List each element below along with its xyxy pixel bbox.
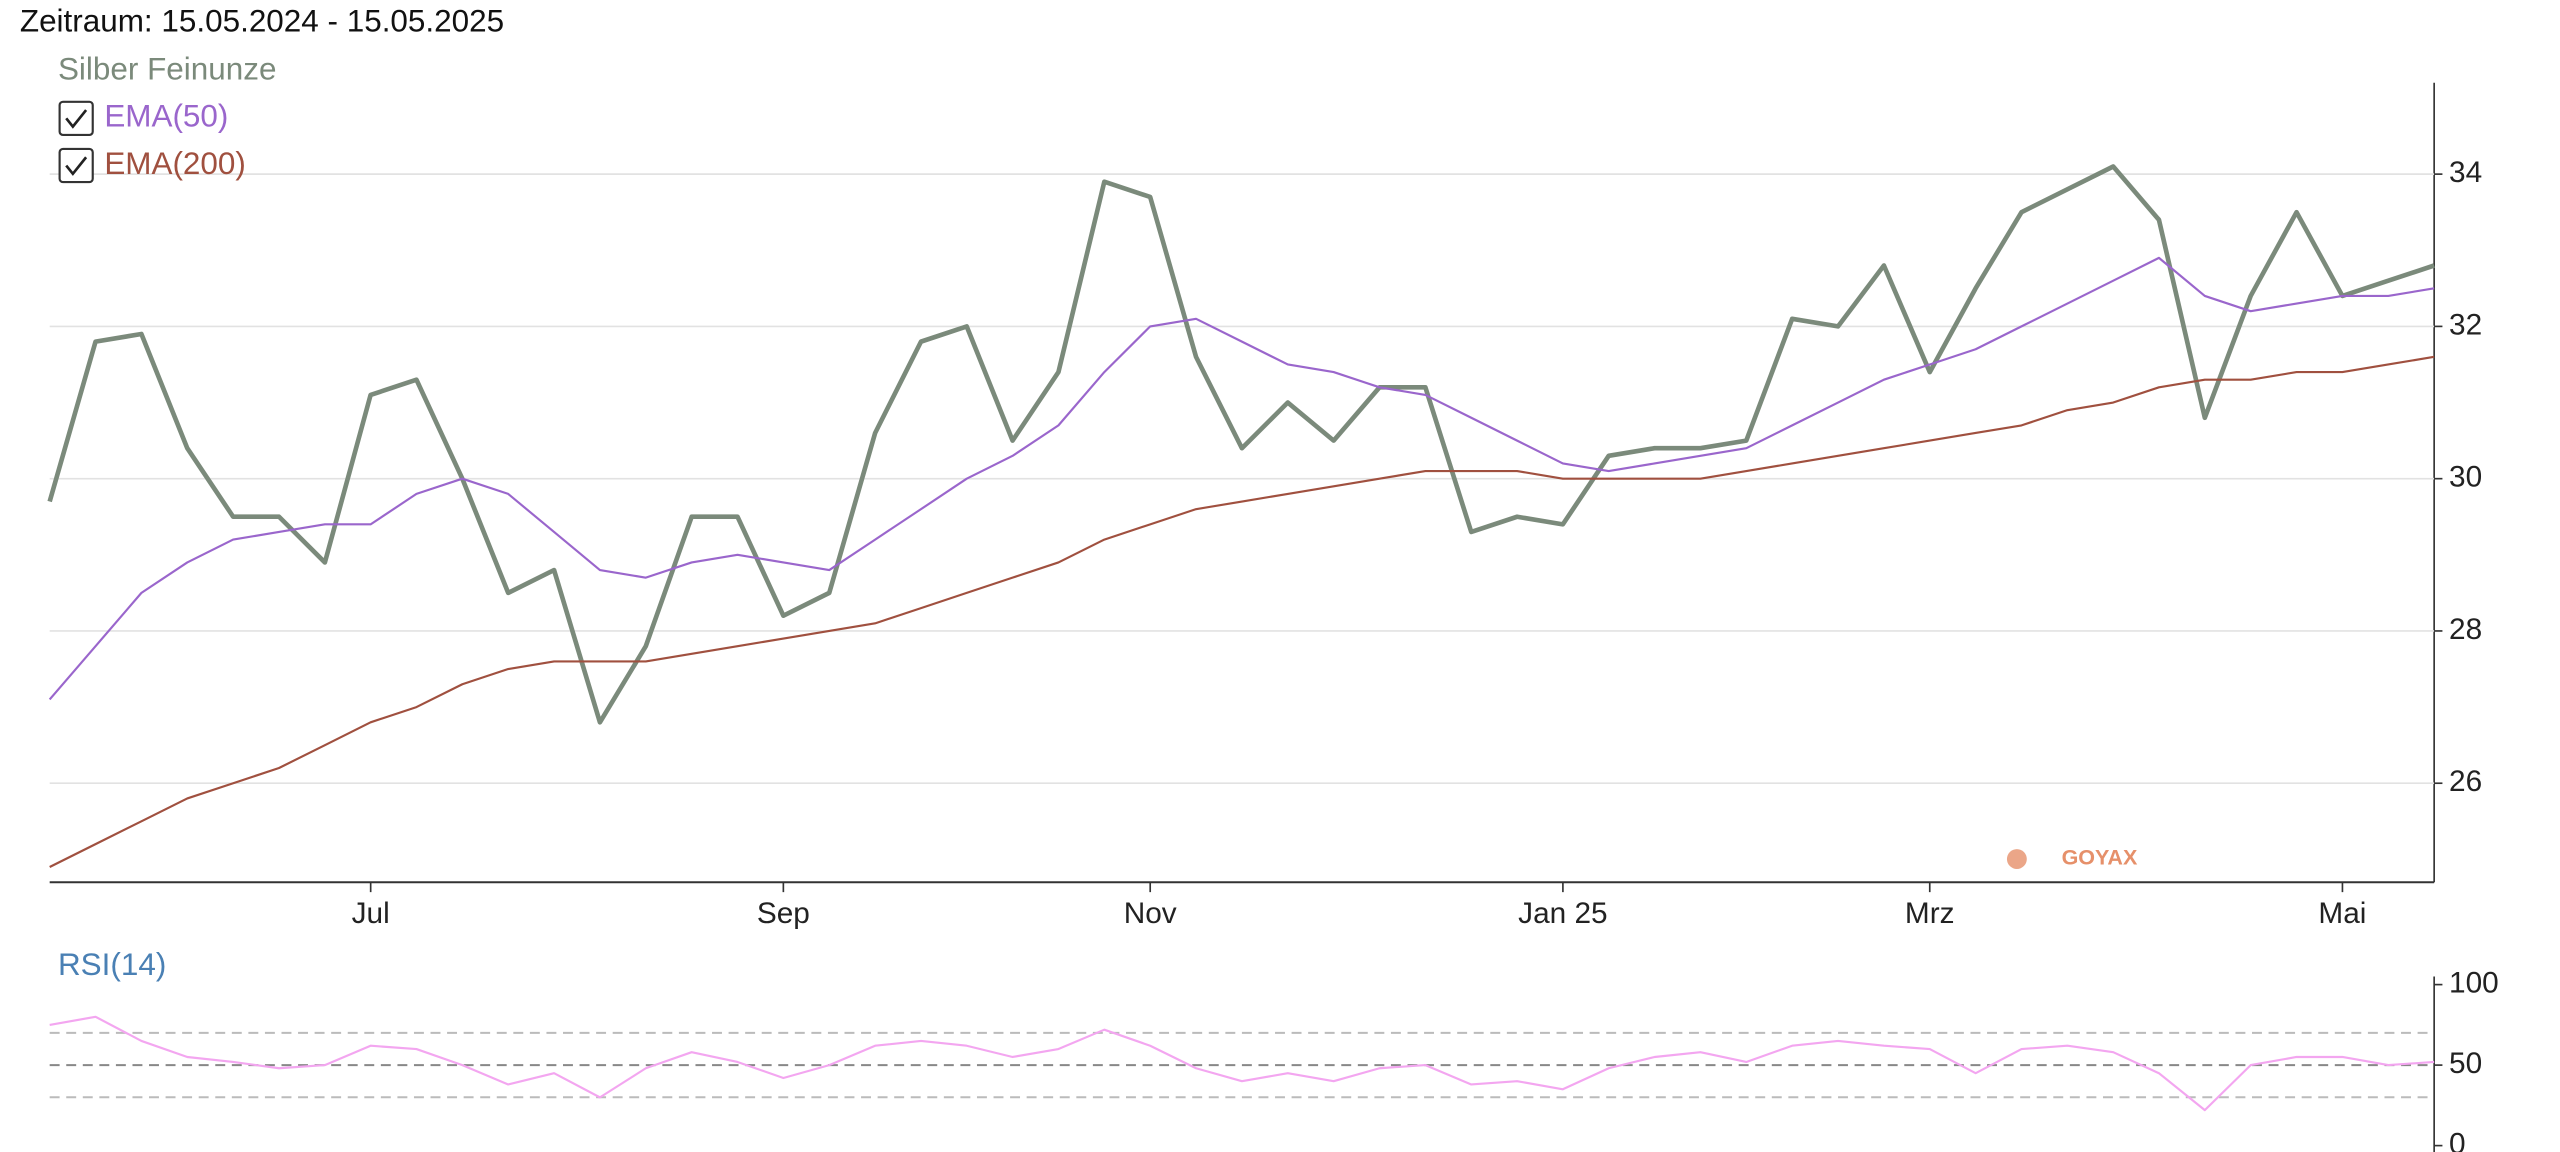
y-tick-label: 50	[2449, 1047, 2482, 1080]
x-tick-label: Sep	[757, 897, 810, 930]
legend-checkbox[interactable]	[58, 100, 94, 136]
y-tick-label: 100	[2449, 966, 2499, 999]
legend-checkbox[interactable]	[58, 147, 94, 184]
checkmark	[65, 109, 88, 129]
x-tick-label: Nov	[1124, 897, 1177, 930]
y-tick-label: 28	[2449, 613, 2482, 646]
x-tick-label: Jan 25	[1518, 897, 1607, 930]
checkbox	[58, 147, 94, 184]
x-tick-label: Mrz	[1905, 897, 1955, 930]
legend-label: EMA(200)	[104, 146, 246, 181]
x-tick-label: Jul	[352, 897, 390, 930]
checkbox	[58, 100, 94, 136]
series-line	[47, 164, 2435, 725]
watermark-icon	[2006, 849, 2027, 869]
x-tick-label: Mai	[2318, 897, 2366, 930]
y-tick-label: 30	[2449, 461, 2482, 494]
y-tick-label: 26	[2449, 765, 2482, 798]
chart-title: Zeitraum: 15.05.2024 - 15.05.2025	[20, 3, 504, 38]
series-line	[49, 1015, 2435, 1112]
watermark: GOYAX	[2062, 846, 2138, 870]
series-line	[48, 256, 2435, 701]
panel-label: RSI(14)	[58, 947, 166, 982]
legend-label: EMA(50)	[104, 99, 228, 134]
y-tick-label: 34	[2449, 156, 2482, 189]
y-tick-label: 32	[2449, 308, 2482, 341]
legend-label: Silber Feinunze	[58, 51, 276, 86]
series-line	[49, 355, 2435, 868]
y-tick-label: 0	[2449, 1127, 2466, 1152]
checkmark	[65, 156, 88, 176]
